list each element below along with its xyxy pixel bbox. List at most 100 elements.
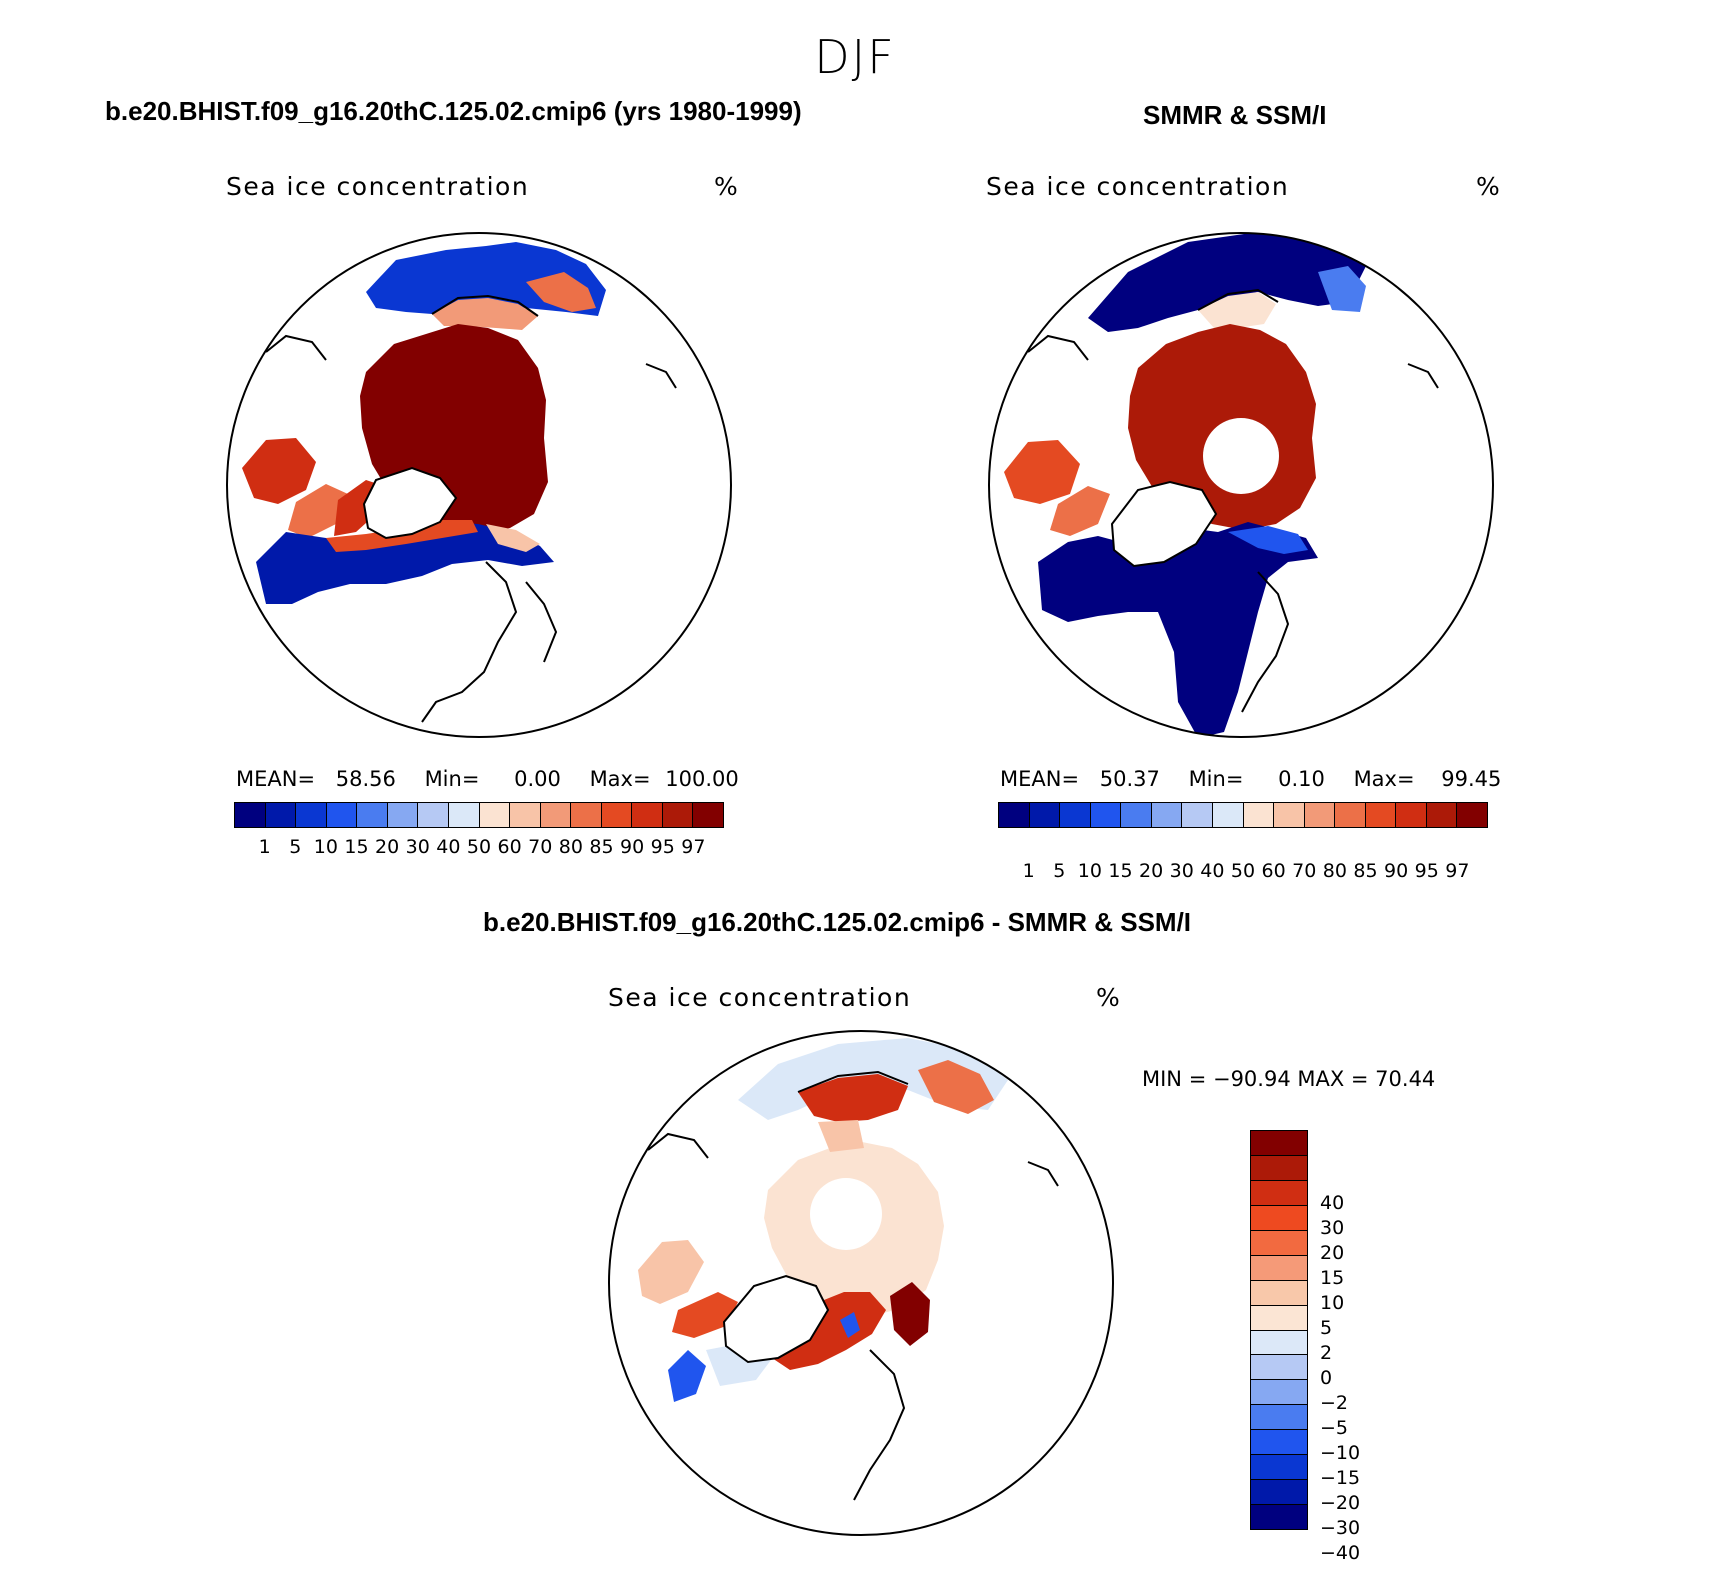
colorbar-tick-label: 1 [258, 836, 271, 858]
panel2-min-label: Min= [1188, 767, 1244, 791]
panel1-subtitle: Sea ice concentration [226, 172, 530, 201]
colorbar-swatch [1251, 1180, 1307, 1206]
colorbar-tick-label: 1 [1022, 860, 1035, 882]
colorbar-swatch [357, 803, 388, 827]
colorbar-swatch [1090, 803, 1122, 827]
colorbar-tick-label: −5 [1320, 1417, 1349, 1439]
colorbar-tick-label: 85 [589, 836, 614, 858]
colorbar-swatch [1365, 803, 1397, 827]
panel1-units: % [714, 172, 740, 201]
panel1-max-value: 100.00 [665, 767, 739, 791]
colorbar-swatch [1251, 1380, 1307, 1406]
colorbar-swatch [265, 803, 297, 827]
colorbar-tick-label: 60 [1261, 860, 1286, 882]
colorbar-swatch [1426, 803, 1458, 827]
panel2-subtitle: Sea ice concentration [986, 172, 1290, 201]
colorbar-swatch [1251, 1505, 1307, 1529]
colorbar-swatch [1243, 803, 1275, 827]
colorbar-swatch [1251, 1330, 1307, 1356]
colorbar-swatch [296, 803, 327, 827]
colorbar-tick-label: 2 [1320, 1342, 1333, 1364]
panel1-stats: MEAN= 58.56 Min= 0.00 Max= 100.00 [236, 767, 739, 791]
colorbar-tick-label: 5 [289, 836, 302, 858]
panel1-max-label: Max= [589, 767, 651, 791]
colorbar-tick-label: 97 [1445, 860, 1470, 882]
panel3-units: % [1096, 983, 1122, 1012]
panel1-min-label: Min= [424, 767, 480, 791]
colorbar-tick-label: 60 [497, 836, 522, 858]
colorbar-swatch [479, 803, 511, 827]
colorbar-tick-label: 30 [1169, 860, 1194, 882]
colorbar-swatch [1304, 803, 1336, 827]
panel1-colorbar [234, 802, 724, 828]
colorbar-swatch [1121, 803, 1152, 827]
panel3-polar-map [608, 1030, 1114, 1536]
panel2-colorbar [998, 802, 1488, 828]
panel1-colorbar-ticks: 1 5 10 15 20 30 40 50 60 70 80 85 90 95 97 [234, 836, 724, 860]
colorbar-swatch [1212, 803, 1244, 827]
panel2-max-value: 99.45 [1441, 767, 1502, 791]
panel1-min-value: 0.00 [514, 767, 561, 791]
colorbar-tick-label: −40 [1320, 1542, 1361, 1564]
colorbar-swatch [1151, 803, 1183, 827]
colorbar-swatch [1251, 1255, 1307, 1281]
panel2-mean-label: MEAN= [1000, 767, 1080, 791]
panel2-colorbar-ticks: 1 5 10 15 20 30 40 50 60 70 80 85 90 95 97 [998, 860, 1488, 884]
season-title: DJF [814, 30, 896, 84]
colorbar-swatch [1274, 803, 1305, 827]
colorbar-tick-label: 10 [1320, 1292, 1345, 1314]
colorbar-tick-label: 90 [1384, 860, 1409, 882]
colorbar-tick-label: 30 [1320, 1217, 1345, 1239]
colorbar-swatch [1251, 1280, 1307, 1306]
colorbar-tick-label: −10 [1320, 1442, 1361, 1464]
colorbar-tick-label: −20 [1320, 1492, 1361, 1514]
panel1-mean-label: MEAN= [236, 767, 316, 791]
colorbar-swatch [632, 803, 663, 827]
panel1-polar-map [226, 232, 732, 738]
colorbar-swatch [601, 803, 633, 827]
colorbar-tick-label: 40 [436, 836, 461, 858]
colorbar-swatch [1182, 803, 1213, 827]
colorbar-tick-label: 80 [558, 836, 583, 858]
colorbar-swatch [999, 803, 1030, 827]
colorbar-tick-label: 20 [375, 836, 400, 858]
colorbar-swatch [448, 803, 480, 827]
panel3-colorbar-ticks: 40 30 20 15 10 5 2 0 −2 −5 −10 −15 −20 −30 −40 [1320, 1178, 1400, 1578]
colorbar-tick-label: 70 [528, 836, 553, 858]
colorbar-swatch [418, 803, 449, 827]
colorbar-tick-label: 80 [1322, 860, 1347, 882]
colorbar-swatch [1251, 1131, 1307, 1156]
colorbar-swatch [1251, 1355, 1307, 1381]
panel3-minmax: MIN = −90.94 MAX = 70.44 [1142, 1067, 1436, 1091]
colorbar-tick-label: −15 [1320, 1467, 1361, 1489]
colorbar-tick-label: 97 [681, 836, 706, 858]
colorbar-swatch [326, 803, 358, 827]
colorbar-tick-label: 70 [1292, 860, 1317, 882]
panel2-min-value: 0.10 [1278, 767, 1325, 791]
colorbar-swatch [1029, 803, 1061, 827]
panel2-units: % [1476, 172, 1502, 201]
colorbar-swatch [387, 803, 419, 827]
colorbar-tick-label: 15 [344, 836, 369, 858]
colorbar-swatch [1251, 1480, 1307, 1506]
colorbar-swatch [571, 803, 602, 827]
colorbar-tick-label: 5 [1053, 860, 1066, 882]
colorbar-tick-label: 10 [313, 836, 338, 858]
colorbar-swatch [1060, 803, 1091, 827]
colorbar-swatch [1251, 1155, 1307, 1181]
colorbar-swatch [1457, 803, 1487, 827]
colorbar-tick-label: 50 [466, 836, 492, 858]
panel3-subtitle: Sea ice concentration [608, 983, 912, 1012]
colorbar-swatch [1251, 1430, 1307, 1456]
colorbar-tick-label: −2 [1320, 1392, 1349, 1414]
panel1-title: b.e20.BHIST.f09_g16.20thC.125.02.cmip6 (… [105, 96, 802, 126]
panel2-polar-map [988, 232, 1494, 738]
colorbar-tick-label: 40 [1200, 860, 1225, 882]
colorbar-tick-label: 10 [1077, 860, 1102, 882]
colorbar-tick-label: 0 [1320, 1367, 1333, 1389]
colorbar-swatch [1251, 1455, 1307, 1481]
colorbar-tick-label: 30 [405, 836, 430, 858]
colorbar-tick-label: 95 [1414, 860, 1439, 882]
colorbar-tick-label: 90 [620, 836, 645, 858]
colorbar-swatch [1335, 803, 1366, 827]
